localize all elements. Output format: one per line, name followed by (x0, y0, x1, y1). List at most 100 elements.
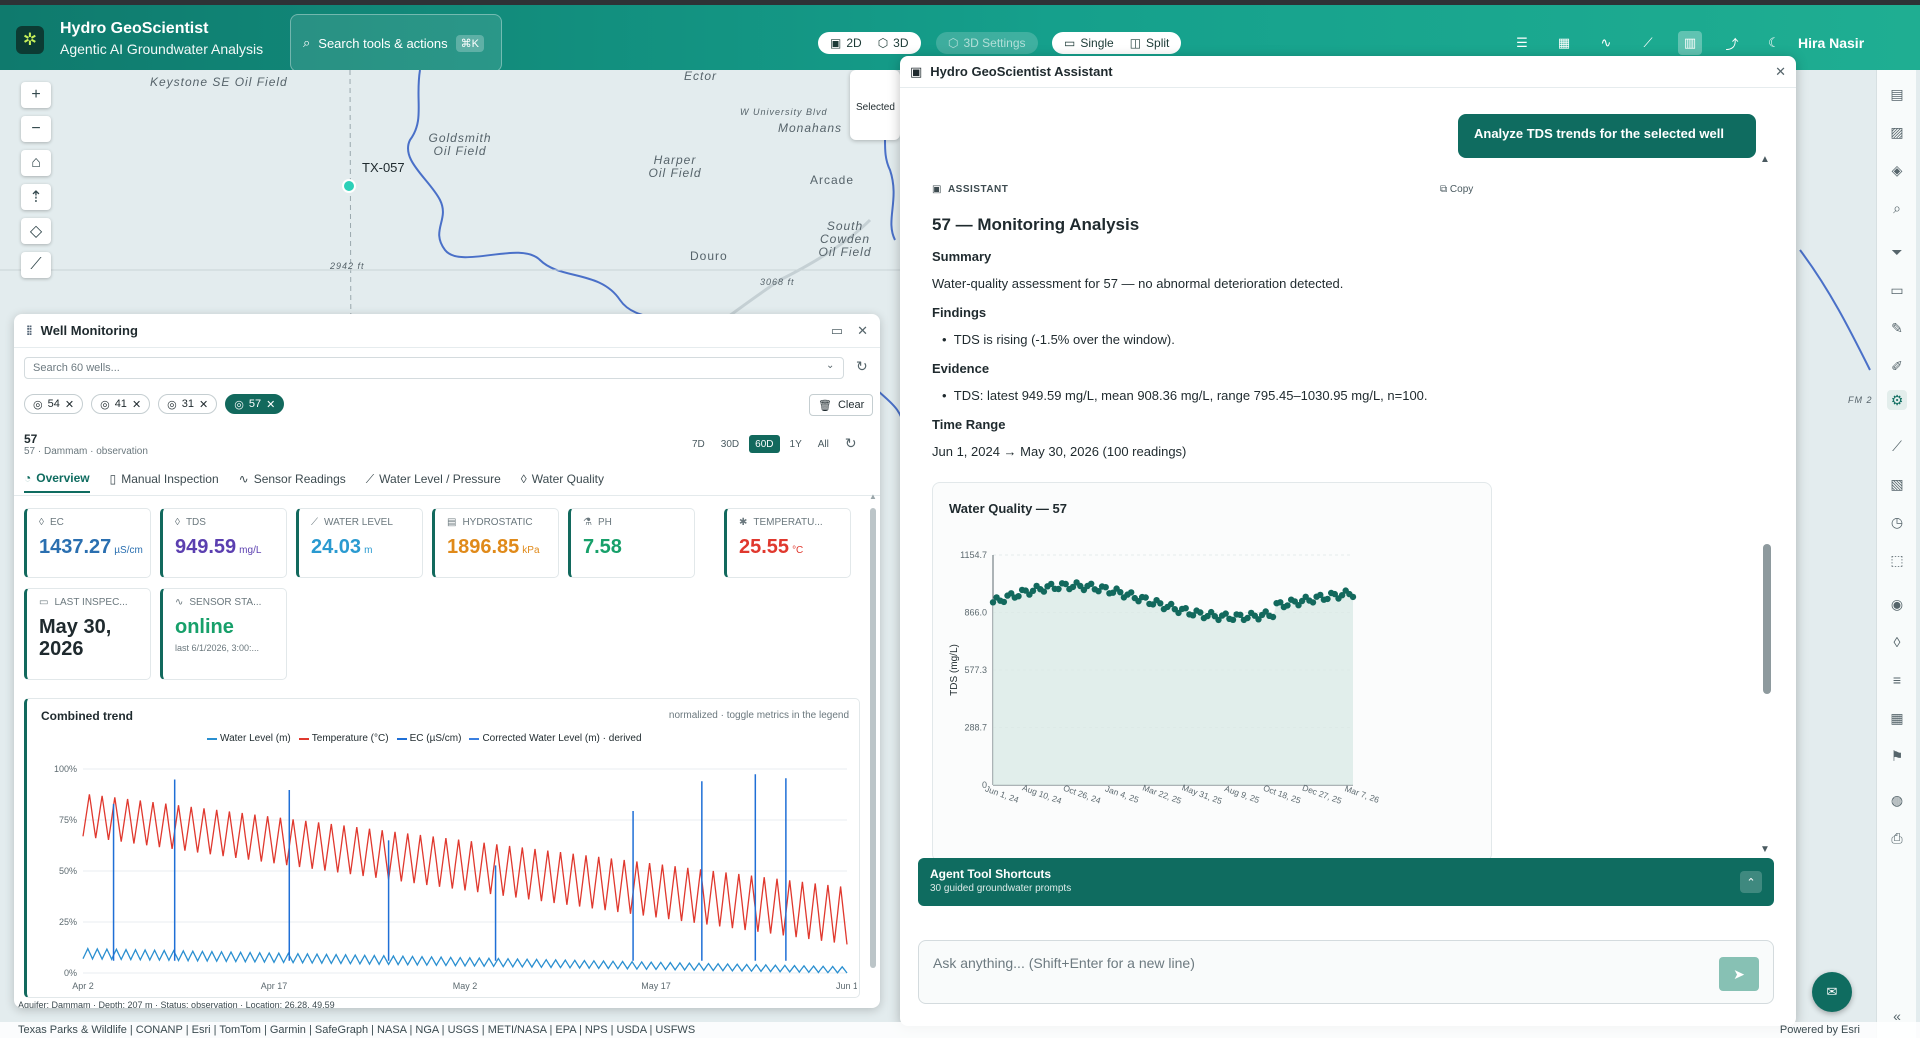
compass-icon[interactable]: ⇡ (21, 184, 51, 210)
chevron-down-icon[interactable]: ⌄ (826, 360, 835, 371)
x-tick-label: Jun 1, 24 (984, 783, 1021, 804)
tab-manual-inspection[interactable]: ▯ Manual Inspection (110, 471, 219, 493)
collapse-icon[interactable]: « (1893, 1008, 1901, 1024)
single-layout-button[interactable]: ▭ Single (1058, 32, 1120, 54)
role-label: ASSISTANT (947, 184, 1009, 195)
measure-icon[interactable]: ⟋ (21, 252, 51, 278)
home-icon[interactable]: ⌂ (21, 150, 51, 176)
assistant-scrollbar[interactable]: ▲ ▼ (1760, 154, 1771, 855)
settings-icon[interactable]: ⚙ (1887, 390, 1907, 410)
powered-by: Powered by Esri (1779, 1024, 1860, 1036)
refresh-icon[interactable]: ↻ (856, 358, 868, 374)
close-icon[interactable]: ✕ (266, 398, 276, 411)
3d-settings-button[interactable]: ⬡ 3D Settings (936, 32, 1038, 54)
search-tools-button[interactable]: ⌕ Search tools & actions ⌘K (290, 14, 502, 72)
tab-sensor-readings[interactable]: ∿ Sensor Readings (239, 471, 346, 493)
selection-tool[interactable]: Selected (850, 70, 900, 140)
analytics-icon[interactable]: ⤴ (1725, 36, 1739, 52)
well-search-input[interactable]: Search 60 wells... (24, 357, 844, 379)
close-icon[interactable]: ✕ (131, 398, 142, 411)
chat-fab-button[interactable]: ✉ (1812, 972, 1852, 1012)
view-3d-button[interactable]: ⬡ 3D (872, 32, 915, 54)
print-icon[interactable]: ⎙ (1891, 829, 1903, 846)
legend-item[interactable]: Temperature (°C) (298, 733, 389, 744)
chart-panel-icon[interactable]: ▨ (1890, 123, 1904, 140)
tds-point (1062, 580, 1069, 588)
well-chip[interactable]: ◎ 31 ✕ (158, 394, 218, 414)
layers-icon[interactable]: ◈ (1891, 161, 1903, 178)
view-2d-button[interactable]: ▣ 2D (824, 32, 868, 54)
close-icon[interactable]: ✕ (199, 398, 209, 411)
trend-icon[interactable]: ⟋ (1643, 35, 1653, 50)
database-icon[interactable]: ☰ (1516, 35, 1528, 50)
line-chart-icon[interactable]: ∿ (1600, 35, 1612, 50)
panel-scrollbar[interactable]: ▲ (869, 492, 877, 1002)
tab-water-quality[interactable]: ◊ Water Quality (521, 471, 604, 493)
filter-icon[interactable]: ⏷ (1891, 243, 1903, 260)
range-1y[interactable]: 1Y (789, 438, 802, 450)
minimize-icon[interactable]: ▭ (830, 322, 844, 338)
tab-overview[interactable]: ◔ Overview (24, 471, 90, 493)
chat-input[interactable]: Ask anything... (Shift+Enter for a new l… (918, 940, 1774, 1004)
app-logo: ✲ (16, 26, 44, 54)
legend-item[interactable]: Water Level (m) (207, 733, 291, 744)
table-icon[interactable]: ▦ (1557, 35, 1571, 50)
y-tick-label: 0 (982, 780, 987, 790)
metric-label: WATER LEVEL (324, 517, 393, 528)
well-marker[interactable] (342, 179, 356, 193)
tag-icon[interactable]: ◊ (1893, 634, 1901, 650)
well-chip[interactable]: ◎ 54 ✕ (24, 394, 84, 414)
well-chip-active[interactable]: ◎ 57 ✕ (225, 394, 285, 414)
globe-icon[interactable]: ◍ (1890, 791, 1904, 808)
right-toolbar: ▤ ▨ ◈ ⌕ ⏷ ▭ ✎ ✐ ⚙ ⟋ ▧ ◷ ⬚ ◉ ◊ ≡ ▦ ⚑ ◍ ⎙ … (1876, 70, 1916, 1038)
tab-water-level[interactable]: ⟋ Water Level / Pressure (366, 471, 501, 493)
bookmark-icon[interactable]: ⚑ (1890, 747, 1904, 764)
well-chip[interactable]: ◎ 41 ✕ (91, 394, 151, 414)
pin-icon[interactable]: ⟋ (1892, 437, 1902, 454)
split-layout-button[interactable]: ◫ Split (1124, 32, 1176, 54)
clear-button[interactable]: 🗑 Clear (809, 394, 874, 416)
y-tick-label: 866.0 (964, 608, 987, 618)
pencil-icon[interactable]: ✎ (1891, 319, 1903, 336)
list-icon[interactable]: ≡ (1892, 672, 1902, 688)
refresh-icon[interactable]: ↻ (844, 435, 857, 451)
drag-handle-icon[interactable]: ⁞⁞ (26, 323, 33, 338)
select-icon[interactable]: ⬚ (1890, 551, 1904, 568)
close-icon[interactable]: ✕ (1775, 63, 1786, 79)
pulse-icon: ∿ (238, 472, 249, 486)
visibility-icon[interactable]: ◉ (1890, 595, 1904, 612)
ruler-icon[interactable]: ▭ (1890, 281, 1904, 298)
search-icon[interactable]: ⌕ (1893, 199, 1901, 216)
gauge-icon: ▤ (447, 517, 457, 528)
range-60d[interactable]: 60D (749, 435, 780, 453)
range-30d[interactable]: 30D (720, 438, 740, 450)
tds-point (1149, 601, 1157, 608)
zoom-out-button[interactable]: − (21, 116, 51, 142)
gauge-icon: ◔ (24, 471, 32, 485)
copy-button[interactable]: ⧉ Copy (1440, 184, 1473, 195)
range-7d[interactable]: 7D (692, 438, 705, 450)
tds-point (1324, 595, 1331, 603)
user-name[interactable]: Hira Nasir (1798, 35, 1865, 51)
water-quality-chart: Water Quality — 57 1154.7 866.0 577.3 288.7… (932, 482, 1492, 862)
send-button[interactable]: ➤ (1719, 957, 1759, 991)
drop-icon: ◊ (175, 517, 180, 528)
zoom-in-button[interactable]: + (21, 82, 51, 108)
locate-icon[interactable]: ◇ (21, 218, 51, 244)
chart-legend: Water Level (m) Temperature (°C) EC (µS/… (207, 733, 642, 744)
qr-icon[interactable]: ▦ (1890, 709, 1904, 726)
bar-chart-icon[interactable]: ▥ (1678, 31, 1702, 55)
chevron-up-icon[interactable]: ⌃ (1740, 871, 1762, 893)
basemap-icon[interactable]: ▤ (1890, 85, 1904, 102)
clock-icon[interactable]: ◷ (1890, 513, 1904, 530)
legend-item[interactable]: Corrected Water Level (m) · derived (469, 733, 642, 744)
legend-item[interactable]: EC (µS/cm) (396, 733, 461, 744)
range-all[interactable]: All (817, 438, 829, 450)
x-tick-label: Oct 26, 24 (1062, 783, 1103, 806)
edit-icon[interactable]: ✐ (1891, 357, 1903, 374)
close-icon[interactable]: ✕ (64, 398, 75, 411)
moon-icon[interactable]: ☾ (1768, 35, 1780, 50)
agent-tool-shortcuts[interactable]: Agent Tool Shortcuts 30 guided groundwat… (918, 858, 1774, 906)
close-icon[interactable]: ✕ (857, 322, 868, 338)
report-icon[interactable]: ▧ (1890, 475, 1904, 492)
